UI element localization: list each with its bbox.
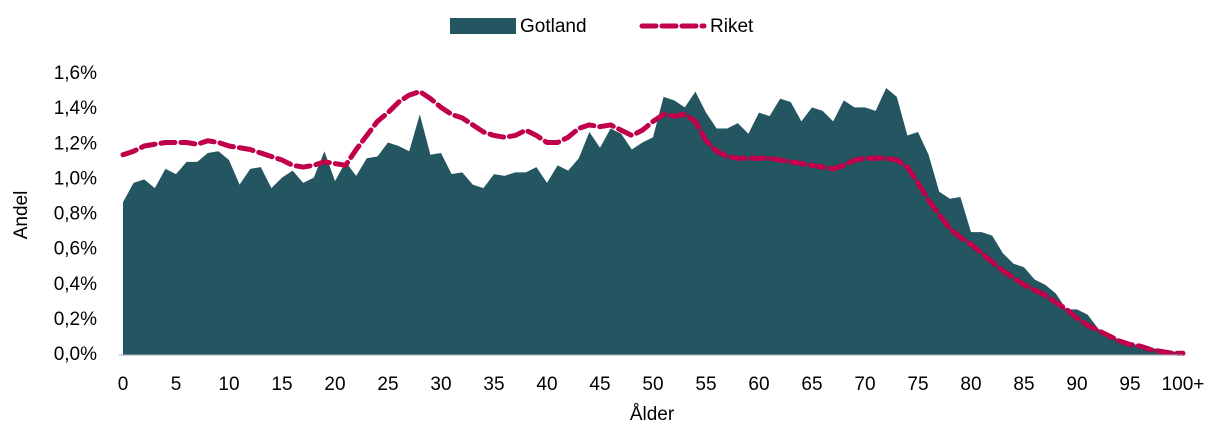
line xyxy=(120,89,1186,356)
x-tick-label: 100+ xyxy=(1162,374,1205,395)
y-tick-label: 1,0% xyxy=(54,168,97,189)
y-tick-label: 0,2% xyxy=(54,309,97,330)
x-tick-label: 75 xyxy=(907,374,928,395)
x-tick-label: 0 xyxy=(118,374,129,395)
legend-label: Riket xyxy=(710,16,754,37)
x-tick-label: 40 xyxy=(536,374,557,395)
x-tick-label: 55 xyxy=(695,374,716,395)
x-tick-label: 45 xyxy=(589,374,610,395)
x-tick-label: 65 xyxy=(801,374,822,395)
y-tick-label: 1,6% xyxy=(54,63,97,84)
y-tick-label: 1,2% xyxy=(54,133,97,154)
x-tick-label: 85 xyxy=(1013,374,1034,395)
legend-swatch xyxy=(450,18,516,34)
y-tick-label: 0,4% xyxy=(54,274,97,295)
x-tick-label: 15 xyxy=(271,374,292,395)
x-tick-label: 60 xyxy=(748,374,769,395)
x-tick-label: 95 xyxy=(1119,374,1140,395)
y-tick-label: 0,6% xyxy=(54,239,97,260)
y-tick-label: 1,4% xyxy=(54,98,97,119)
x-tick-label: 5 xyxy=(171,374,182,395)
x-tick-label: 20 xyxy=(324,374,345,395)
y-tick-label: 0,0% xyxy=(54,344,97,365)
legend-label: Gotland xyxy=(520,16,587,37)
x-tick-label: 30 xyxy=(430,374,451,395)
x-tick-label: 70 xyxy=(854,374,875,395)
y-tick-label: 0,8% xyxy=(54,204,97,225)
x-tick-label: 10 xyxy=(218,374,239,395)
x-tick-label: 50 xyxy=(642,374,663,395)
x-tick-label: 25 xyxy=(377,374,398,395)
x-axis-title: Ålder xyxy=(630,404,675,425)
x-tick-label: 35 xyxy=(483,374,504,395)
x-tick-label: 90 xyxy=(1066,374,1087,395)
y-axis-title: Andel xyxy=(11,191,32,240)
area xyxy=(123,88,1183,356)
x-tick-label: 80 xyxy=(960,374,981,395)
